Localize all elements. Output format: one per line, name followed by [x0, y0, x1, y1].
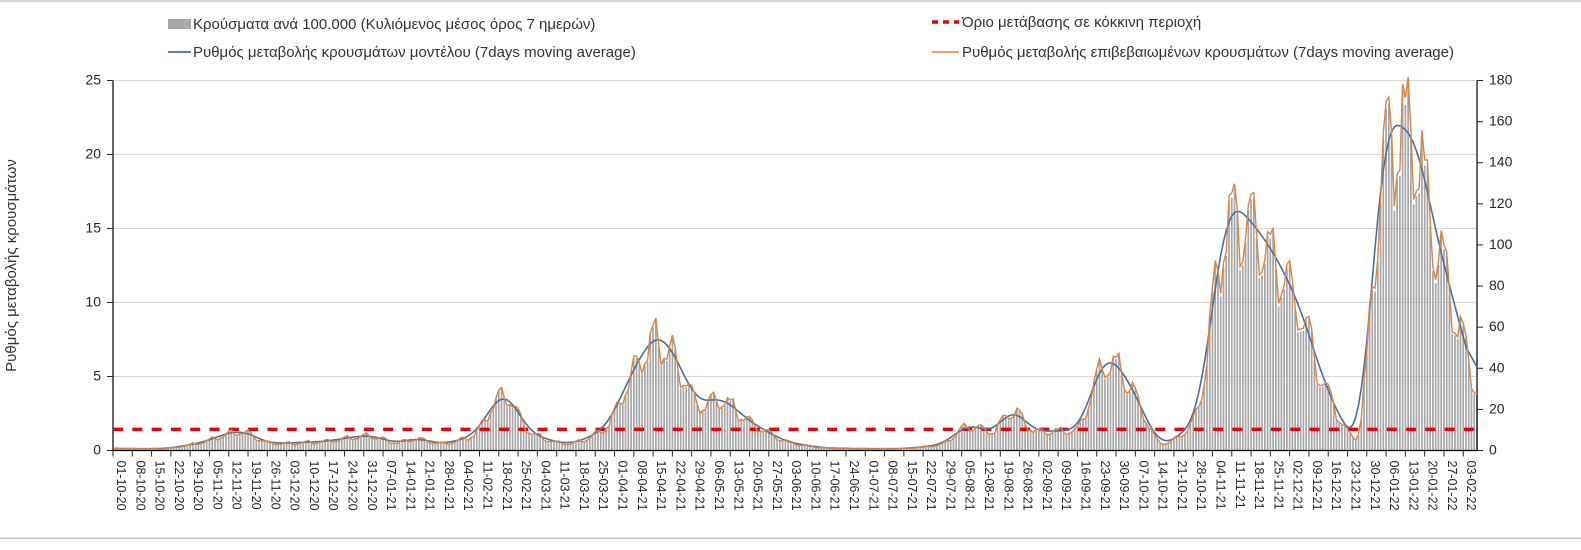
svg-text:24-12-20: 24-12-20 [345, 461, 359, 511]
svg-text:14-01-21: 14-01-21 [403, 461, 417, 511]
svg-text:100: 100 [1489, 236, 1513, 252]
svg-text:25-11-21: 25-11-21 [1271, 461, 1285, 510]
svg-text:03-12-20: 03-12-20 [288, 461, 302, 511]
svg-text:20-05-21: 20-05-21 [751, 461, 765, 511]
svg-text:10: 10 [85, 294, 101, 310]
svg-text:15-04-21: 15-04-21 [654, 461, 668, 511]
svg-text:0: 0 [1489, 442, 1497, 458]
svg-text:17-06-21: 17-06-21 [828, 461, 842, 511]
svg-text:0: 0 [93, 442, 101, 458]
svg-text:19-08-21: 19-08-21 [1001, 461, 1015, 511]
svg-text:24-06-21: 24-06-21 [847, 461, 861, 511]
svg-text:01-10-20: 01-10-20 [114, 461, 128, 511]
svg-text:15: 15 [85, 220, 101, 236]
svg-text:09-09-21: 09-09-21 [1059, 461, 1073, 511]
svg-text:21-01-21: 21-01-21 [423, 461, 437, 511]
svg-text:27-01-22: 27-01-22 [1445, 461, 1459, 511]
svg-text:23-09-21: 23-09-21 [1098, 461, 1112, 511]
svg-text:08-10-20: 08-10-20 [133, 461, 147, 511]
svg-text:26-08-21: 26-08-21 [1021, 461, 1035, 511]
svg-text:60: 60 [1489, 318, 1505, 334]
svg-text:11-03-21: 11-03-21 [558, 461, 572, 510]
svg-text:14-10-21: 14-10-21 [1156, 461, 1170, 511]
svg-text:21-10-21: 21-10-21 [1175, 461, 1189, 511]
svg-text:19-11-20: 19-11-20 [249, 461, 263, 510]
svg-text:11-11-21: 11-11-21 [1233, 461, 1247, 509]
svg-text:Ρυθμός μεταβολής κρουσμάτων μο: Ρυθμός μεταβολής κρουσμάτων μοντέλου (7d… [193, 44, 636, 61]
svg-text:Όριο μετάβασης σε κόκκινη περι: Όριο μετάβασης σε κόκκινη περιοχή [961, 14, 1201, 31]
svg-text:20: 20 [85, 146, 101, 162]
svg-text:140: 140 [1489, 154, 1513, 170]
svg-text:13-05-21: 13-05-21 [731, 461, 745, 511]
svg-text:Ρυθμός μεταβολής κρουσμάτων: Ρυθμός μεταβολής κρουσμάτων [3, 159, 20, 372]
svg-text:03-02-22: 03-02-22 [1464, 461, 1478, 511]
svg-text:06-01-22: 06-01-22 [1387, 461, 1401, 511]
svg-text:28-10-21: 28-10-21 [1194, 461, 1208, 511]
svg-text:25-03-21: 25-03-21 [596, 461, 610, 511]
svg-text:15-10-20: 15-10-20 [153, 461, 167, 511]
svg-text:30-12-21: 30-12-21 [1368, 461, 1382, 511]
svg-text:20: 20 [1489, 400, 1505, 416]
svg-text:10-06-21: 10-06-21 [808, 461, 822, 511]
svg-text:Κρούσματα ανά 100.000 (Κυλιόμε: Κρούσματα ανά 100.000 (Κυλιόμενος μέσος … [193, 16, 595, 33]
svg-text:16-12-21: 16-12-21 [1329, 461, 1343, 511]
svg-text:04-11-21: 04-11-21 [1213, 461, 1227, 510]
svg-text:04-03-21: 04-03-21 [538, 461, 552, 511]
svg-text:31-12-20: 31-12-20 [365, 461, 379, 511]
svg-text:40: 40 [1489, 359, 1505, 375]
svg-text:04-02-21: 04-02-21 [461, 461, 475, 511]
svg-text:29-10-20: 29-10-20 [191, 461, 205, 511]
svg-text:120: 120 [1489, 195, 1513, 211]
svg-text:08-07-21: 08-07-21 [886, 461, 900, 511]
svg-text:10-12-20: 10-12-20 [307, 461, 321, 511]
svg-text:5: 5 [93, 368, 101, 384]
svg-text:22-10-20: 22-10-20 [172, 461, 186, 511]
svg-text:80: 80 [1489, 277, 1505, 293]
svg-text:08-04-21: 08-04-21 [635, 461, 649, 511]
svg-text:18-03-21: 18-03-21 [577, 461, 591, 511]
svg-text:23-12-21: 23-12-21 [1349, 461, 1363, 511]
svg-text:03-06-21: 03-06-21 [789, 461, 803, 511]
svg-text:01-07-21: 01-07-21 [866, 461, 880, 511]
svg-text:27-05-21: 27-05-21 [770, 461, 784, 511]
svg-text:05-08-21: 05-08-21 [963, 461, 977, 511]
svg-text:06-05-21: 06-05-21 [712, 461, 726, 511]
svg-text:17-12-20: 17-12-20 [326, 461, 340, 511]
svg-text:12-08-21: 12-08-21 [982, 461, 996, 511]
svg-text:02-12-21: 02-12-21 [1291, 461, 1305, 511]
svg-text:29-07-21: 29-07-21 [943, 461, 957, 511]
svg-text:09-12-21: 09-12-21 [1310, 461, 1324, 511]
svg-text:30-09-21: 30-09-21 [1117, 461, 1131, 511]
svg-text:07-01-21: 07-01-21 [384, 461, 398, 511]
svg-text:01-04-21: 01-04-21 [616, 461, 630, 511]
svg-text:18-02-21: 18-02-21 [500, 461, 514, 511]
svg-text:20-01-22: 20-01-22 [1426, 461, 1440, 511]
svg-text:25-02-21: 25-02-21 [519, 461, 533, 511]
svg-text:07-10-21: 07-10-21 [1136, 461, 1150, 511]
svg-text:15-07-21: 15-07-21 [905, 461, 919, 511]
svg-text:13-01-22: 13-01-22 [1406, 461, 1420, 511]
svg-text:18-11-21: 18-11-21 [1252, 461, 1266, 510]
svg-text:Ρυθμός μεταβολής επιβεβαιωμένω: Ρυθμός μεταβολής επιβεβαιωμένων κρουσμάτ… [962, 44, 1454, 61]
svg-text:11-02-21: 11-02-21 [480, 461, 494, 510]
svg-text:29-04-21: 29-04-21 [693, 461, 707, 511]
svg-text:26-11-20: 26-11-20 [268, 461, 282, 510]
svg-text:28-01-21: 28-01-21 [442, 461, 456, 511]
svg-text:22-04-21: 22-04-21 [673, 461, 687, 511]
svg-text:22-07-21: 22-07-21 [924, 461, 938, 511]
svg-text:05-11-20: 05-11-20 [210, 461, 224, 510]
svg-text:16-09-21: 16-09-21 [1078, 461, 1092, 511]
svg-text:12-11-20: 12-11-20 [230, 461, 244, 510]
svg-text:180: 180 [1489, 72, 1513, 88]
svg-text:02-09-21: 02-09-21 [1040, 461, 1054, 511]
svg-text:25: 25 [85, 72, 101, 88]
svg-text:160: 160 [1489, 113, 1513, 129]
